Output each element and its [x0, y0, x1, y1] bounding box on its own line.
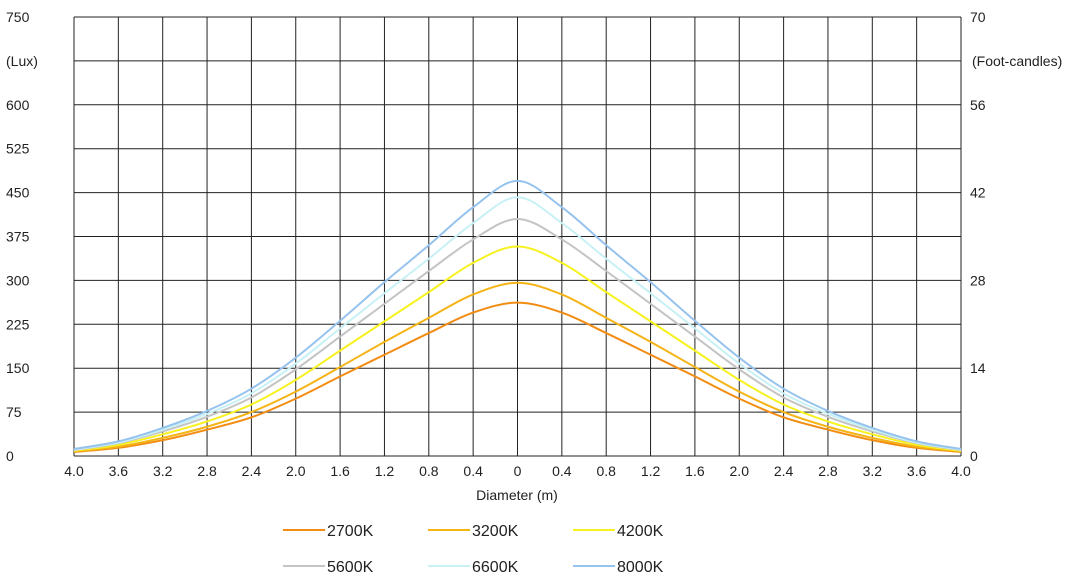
x-tick-label: 0.8 [596, 463, 616, 479]
x-tick-label: 3.2 [153, 463, 173, 479]
x-tick-label: 4.0 [951, 463, 971, 479]
right-tick-label: 0 [970, 448, 978, 464]
right-tick-label: 56 [970, 97, 986, 113]
left-tick-label: 0 [6, 448, 14, 464]
x-tick-label: 3.6 [109, 463, 129, 479]
legend-label-4200K: 4200K [617, 523, 664, 540]
x-tick-label: 2.0 [286, 463, 306, 479]
left-tick-label: 225 [6, 316, 30, 332]
right-axis-ticks: 0 14 28 42 56 70 [970, 9, 986, 464]
left-tick-label: 750 [6, 9, 30, 25]
grid-lines [73, 16, 962, 457]
legend-label-3200K: 3200K [472, 523, 519, 540]
series-line-8000K [73, 179, 962, 450]
legend: 2700K 3200K 4200K 5600K 6600K 8000K [283, 523, 664, 576]
right-tick-label: 28 [970, 272, 986, 288]
right-axis-title: (Foot-candles) [972, 53, 1062, 69]
series-line-2700K [73, 301, 962, 453]
series-line-6600K [73, 196, 962, 451]
x-tick-label: 2.0 [730, 463, 750, 479]
x-tick-label: 2.8 [818, 463, 838, 479]
left-tick-label: 300 [6, 272, 30, 288]
x-tick-label: 0.4 [463, 463, 483, 479]
series-line-5600K [73, 217, 962, 452]
right-tick-label: 14 [970, 360, 986, 376]
x-axis-title: Diameter (m) [476, 487, 558, 503]
x-tick-label: 1.2 [375, 463, 395, 479]
x-tick-label: 1.6 [685, 463, 705, 479]
left-tick-label: 525 [6, 141, 30, 157]
series-line-3200K [73, 281, 962, 453]
x-tick-label: 3.6 [907, 463, 927, 479]
left-tick-label: 375 [6, 229, 30, 245]
left-tick-label: 450 [6, 185, 30, 201]
left-tick-label: 150 [6, 360, 30, 376]
right-tick-label: 70 [970, 9, 986, 25]
x-tick-label: 0.4 [552, 463, 572, 479]
x-tick-label: 2.4 [774, 463, 794, 479]
legend-label-6600K: 6600K [472, 559, 519, 576]
x-tick-label: 0.8 [419, 463, 439, 479]
legend-label-8000K: 8000K [617, 559, 664, 576]
series-lines [73, 179, 962, 453]
x-tick-label: 2.4 [242, 463, 262, 479]
left-tick-label: 600 [6, 97, 30, 113]
x-tick-label: 4.0 [64, 463, 84, 479]
x-axis-ticks: 4.0 3.6 3.2 2.8 2.4 2.0 1.6 1.2 0.8 0.4 0 0.4 0.8 1.2… [64, 463, 971, 479]
series-line-4200K [73, 245, 962, 452]
legend-label-2700K: 2700K [327, 523, 374, 540]
right-tick-label: 42 [970, 185, 986, 201]
x-tick-label: 3.2 [863, 463, 883, 479]
x-tick-label: 1.2 [641, 463, 661, 479]
x-tick-label: 0 [514, 463, 522, 479]
legend-label-5600K: 5600K [327, 559, 374, 576]
left-axis-ticks: 0 75 150 225 300 375 450 525 600 750 [6, 9, 30, 464]
x-tick-label: 2.8 [197, 463, 217, 479]
left-axis-title: (Lux) [6, 53, 38, 69]
left-tick-label: 75 [6, 404, 22, 420]
x-tick-label: 1.6 [330, 463, 350, 479]
